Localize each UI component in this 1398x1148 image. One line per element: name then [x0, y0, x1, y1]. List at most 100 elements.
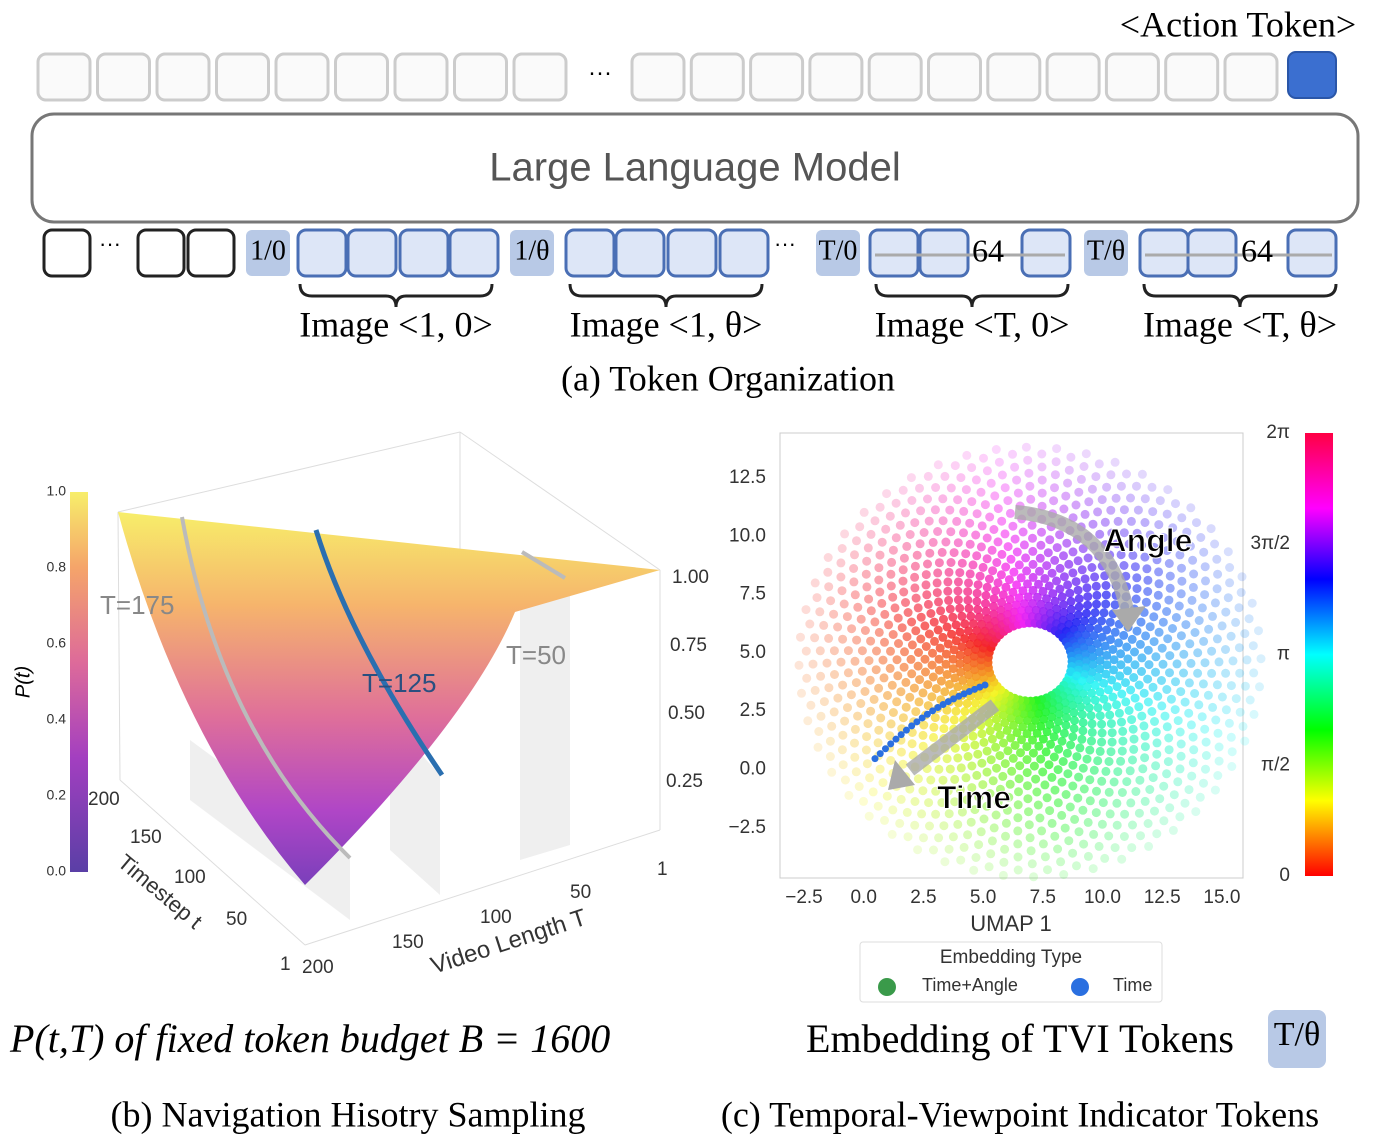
point [1140, 494, 1150, 504]
point [854, 782, 864, 791]
point [901, 598, 910, 607]
point [950, 461, 960, 471]
point [1238, 721, 1248, 731]
point [1064, 559, 1074, 569]
point [1104, 787, 1114, 797]
point [1016, 748, 1025, 758]
colorbar-label: P(t) [12, 666, 34, 698]
point [939, 700, 947, 708]
point [937, 547, 947, 557]
point [1211, 715, 1221, 725]
point [930, 636, 939, 646]
point [964, 670, 973, 680]
point [971, 698, 980, 708]
point [979, 814, 989, 824]
point [1029, 872, 1039, 882]
panel-c-labels: 12.5 10.0 7.5 5.0 2.5 0.0 −2.5 −2.5 0.0 2.5 5.0 7.5… [728, 422, 1290, 995]
point [1140, 753, 1150, 763]
point [1081, 630, 1091, 640]
point [1184, 785, 1194, 795]
point [1036, 754, 1046, 764]
point [1131, 787, 1141, 796]
point [1201, 751, 1211, 760]
point [901, 702, 911, 712]
point [1024, 820, 1034, 830]
token [1223, 52, 1279, 102]
point [1144, 660, 1154, 670]
point [1193, 648, 1203, 658]
point [1080, 574, 1090, 584]
point [1061, 491, 1071, 501]
point [1083, 817, 1093, 827]
colorbar-tick: π [1277, 644, 1290, 665]
point [885, 731, 895, 741]
point [1047, 772, 1057, 782]
point [902, 632, 912, 642]
point [1105, 617, 1115, 627]
point [950, 695, 958, 703]
point [850, 656, 860, 666]
point [856, 614, 866, 624]
point [1151, 667, 1160, 677]
point [836, 558, 846, 568]
point [895, 818, 905, 828]
y-tick-label: 7.5 [740, 584, 766, 605]
point [822, 658, 832, 668]
point [1162, 546, 1172, 556]
point [1049, 752, 1059, 762]
point [993, 537, 1003, 547]
point [1028, 748, 1038, 758]
point [928, 672, 938, 682]
point [1129, 734, 1139, 744]
curve-label: T=125 [362, 668, 436, 698]
point [981, 606, 991, 616]
point [1223, 547, 1233, 557]
colorbar-tick: 0.0 [47, 863, 67, 879]
point [934, 665, 944, 675]
point [823, 553, 833, 562]
point [1045, 535, 1055, 545]
point [1154, 520, 1164, 530]
point [1073, 610, 1083, 620]
point [901, 677, 911, 687]
point [929, 722, 939, 732]
point [1083, 851, 1093, 861]
point [1107, 737, 1117, 747]
point [1185, 541, 1195, 551]
point [829, 646, 839, 656]
point [1085, 675, 1095, 685]
point [837, 544, 847, 553]
badge [1268, 1010, 1326, 1068]
x-tick-label: 7.5 [1030, 887, 1056, 908]
point [802, 673, 812, 683]
point [1207, 646, 1217, 656]
token [1020, 228, 1072, 278]
point [944, 595, 954, 605]
point [989, 525, 999, 534]
token-row: ··· ··· 1/0 1/θ T/0 T/θ 64 64 Image <1, 0> Image … [36, 51, 1338, 344]
point [909, 683, 919, 693]
point [893, 613, 903, 623]
point [963, 752, 973, 761]
point [1221, 645, 1230, 654]
point [1013, 852, 1023, 862]
token [666, 228, 718, 278]
point [944, 809, 954, 819]
point [1217, 692, 1227, 702]
point [1191, 807, 1201, 817]
point [1164, 745, 1174, 755]
point [1052, 444, 1062, 454]
point [1137, 469, 1147, 479]
point [1021, 553, 1031, 563]
point [1028, 585, 1038, 595]
point [827, 767, 837, 777]
point [1049, 732, 1059, 742]
point [1190, 628, 1200, 637]
indicator-label: 1/0 [250, 235, 286, 266]
token [1286, 228, 1338, 278]
point [1106, 505, 1116, 515]
point [949, 548, 959, 558]
point [1037, 501, 1047, 511]
point [1110, 627, 1120, 637]
